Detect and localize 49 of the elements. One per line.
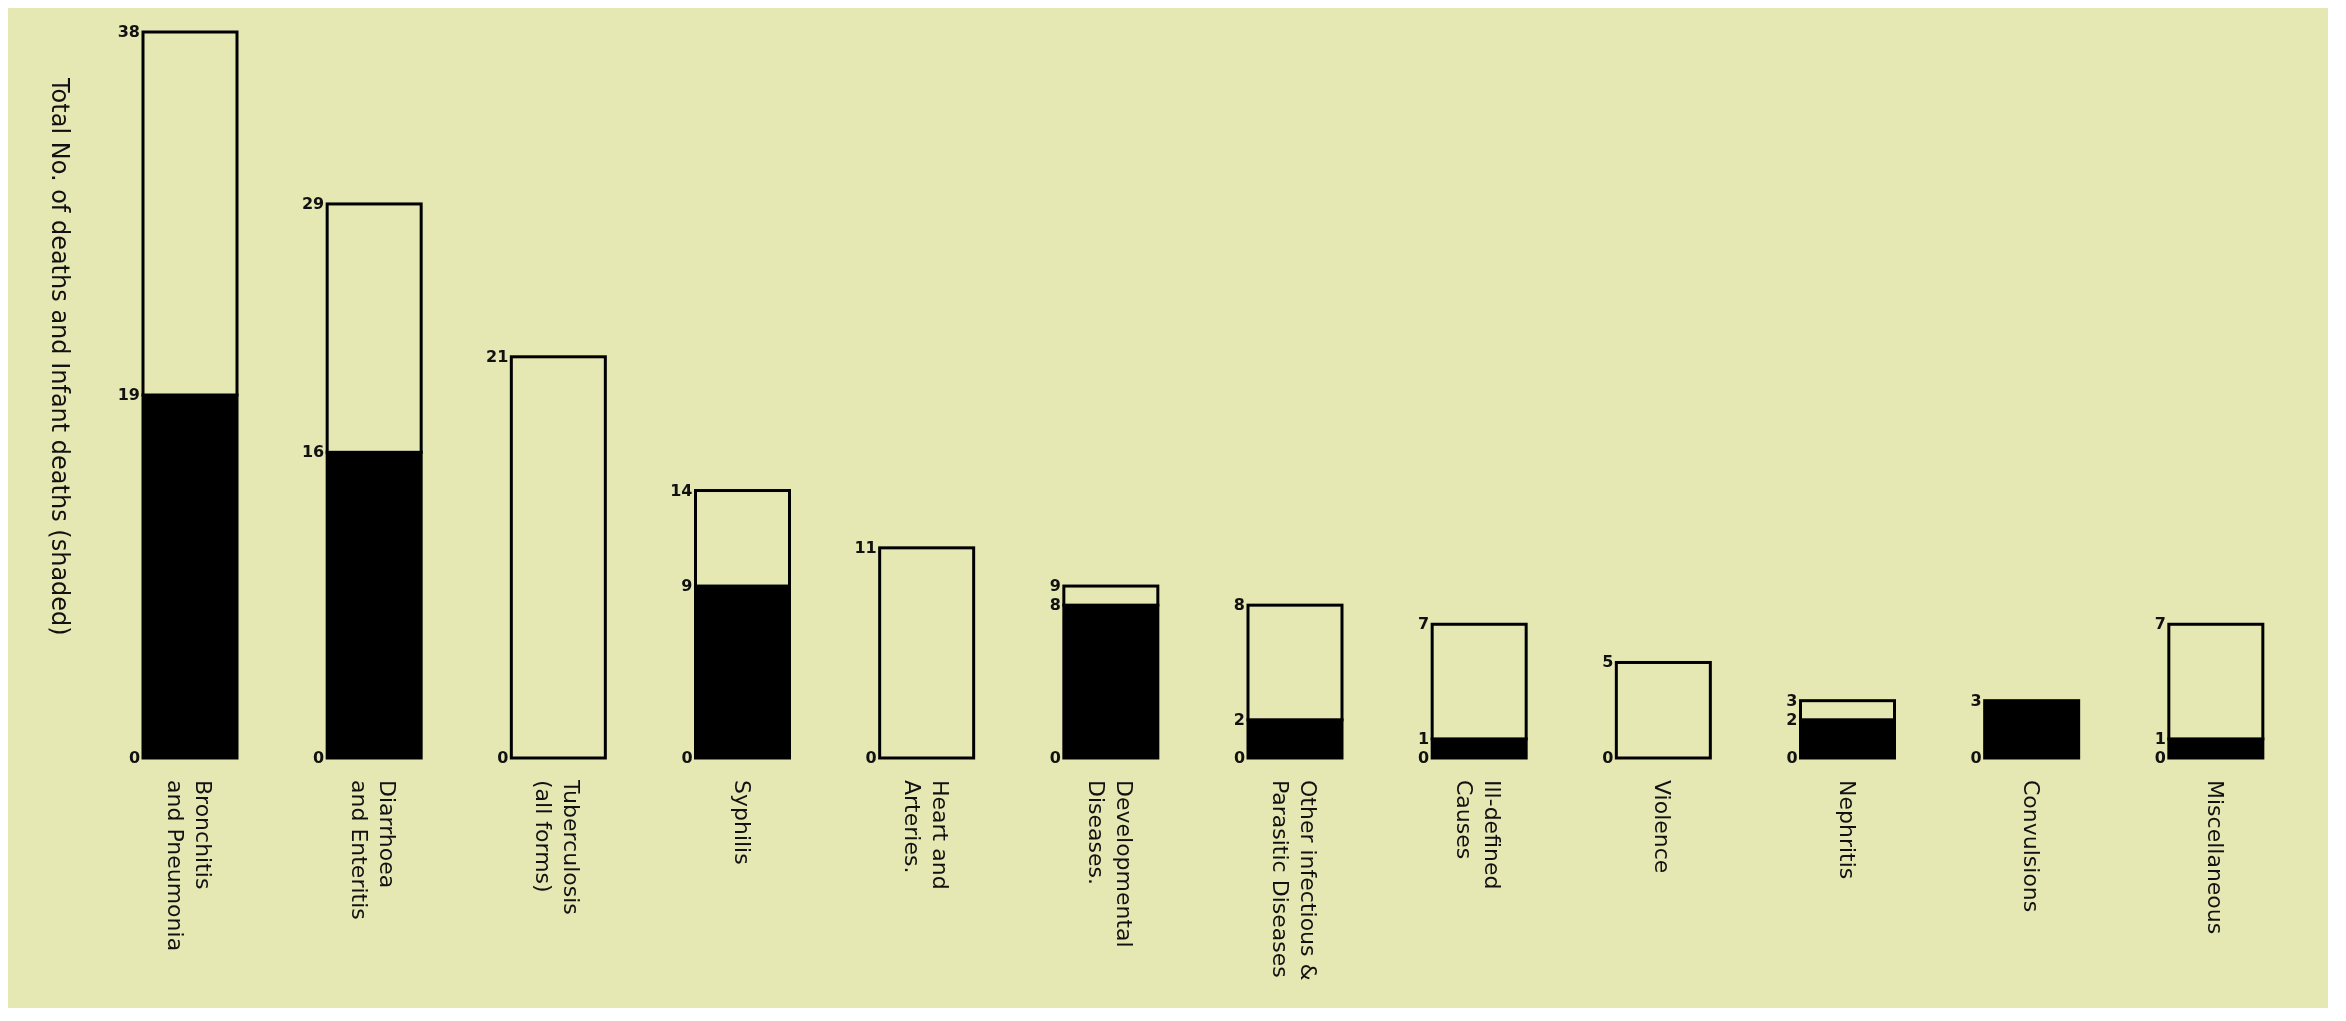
x-tick-label: Heart and Arteries. — [899, 780, 953, 890]
x-tick-label: Diarrhoea and Enteritis — [347, 780, 401, 920]
data-label: 9 — [681, 576, 693, 596]
data-label: 2 — [1233, 709, 1245, 729]
x-tick-label: Other infectious & Parasitic Diseases — [1268, 780, 1322, 981]
total-label: 29 — [301, 193, 325, 213]
total-label: 11 — [854, 537, 877, 557]
x-tick-label: Tuberculosis (all forms) — [531, 779, 585, 915]
x-tick-label: Developmental Diseases. — [1083, 780, 1137, 948]
total-label: 21 — [486, 346, 509, 366]
annotation: 0 — [681, 748, 693, 767]
x-tick-label: Convulsions — [2018, 780, 2044, 913]
data-label: 19 — [117, 385, 140, 404]
annotation: 0 — [1970, 748, 1982, 767]
data-label: 8 — [1049, 595, 1061, 615]
total-label: 14 — [670, 480, 693, 500]
x-tick-label: Violence — [1650, 780, 1676, 874]
annotation: 0 — [2154, 748, 2166, 767]
data-label: 2 — [1786, 709, 1798, 729]
bar — [509, 355, 607, 760]
data-label: 1 — [1418, 728, 1430, 748]
total-label: 7 — [1418, 614, 1430, 634]
annotation: 0 — [1233, 748, 1246, 767]
total-label: 8 — [1233, 595, 1245, 615]
x-tick-label: Nephritis — [1834, 780, 1860, 880]
annotation: 0 — [865, 748, 877, 767]
annotation: 0 — [497, 748, 509, 767]
total-label: 7 — [2154, 614, 2166, 634]
annotation: 0 — [128, 748, 141, 767]
bar — [1614, 660, 1712, 760]
annotation: 0 — [1786, 748, 1798, 767]
bar — [1983, 699, 2081, 760]
x-tick-label: Syphilis — [729, 780, 755, 865]
annotation: 0 — [313, 748, 325, 767]
data-label: 16 — [301, 442, 325, 462]
total-label: 3 — [1786, 690, 1798, 710]
total-label: 5 — [1602, 652, 1614, 672]
x-tick-label: Miscellaneous — [2202, 780, 2228, 935]
data-label: 1 — [2154, 728, 2166, 748]
x-tick-label: Bronchitis and Pneumonia — [163, 780, 217, 952]
annotation: 0 — [1049, 748, 1061, 767]
y-axis-title: Total No. of deaths and Infant deaths (shaded) — [45, 78, 75, 638]
bar — [878, 546, 976, 760]
annotation: 0 — [1602, 748, 1614, 767]
x-tick-label: Ill-defined Causes — [1452, 780, 1506, 890]
total-label: 38 — [117, 22, 140, 41]
total-label: 9 — [1049, 576, 1061, 596]
total-label: 3 — [1970, 690, 1982, 710]
annotation: 0 — [1418, 748, 1430, 767]
